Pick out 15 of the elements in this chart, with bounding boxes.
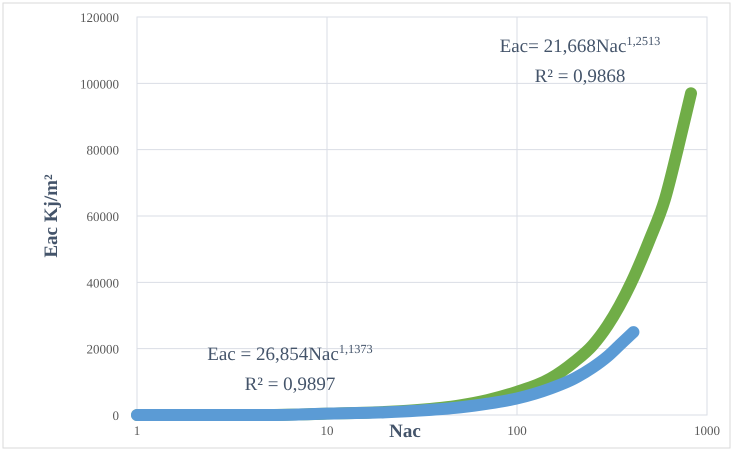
- y-tick-label: 40000: [86, 275, 119, 290]
- text: Eac = 26,854Nac$^{1,1373}$ R² = 0,9897: [207, 342, 373, 395]
- y-tick-label: 0: [112, 408, 119, 423]
- y-tick-label: 20000: [86, 342, 119, 357]
- x-tick-label: 10: [320, 423, 334, 438]
- y-tick-label: 100000: [80, 76, 119, 92]
- x-axis-title: Nac: [389, 421, 421, 442]
- y-tick-label: 120000: [80, 10, 119, 25]
- y-tick-label: 80000: [86, 142, 119, 158]
- x-tick-label: 1: [134, 423, 140, 438]
- text: Eac= 21,668Nac$^{1,2513}$ R² = 0,9868: [500, 34, 660, 87]
- x-tick-label: 1000: [694, 423, 720, 438]
- y-axis-title: Eac Kj/m²: [41, 174, 62, 258]
- y-tick-label: 60000: [86, 209, 119, 224]
- x-tick-label: 100: [507, 423, 527, 438]
